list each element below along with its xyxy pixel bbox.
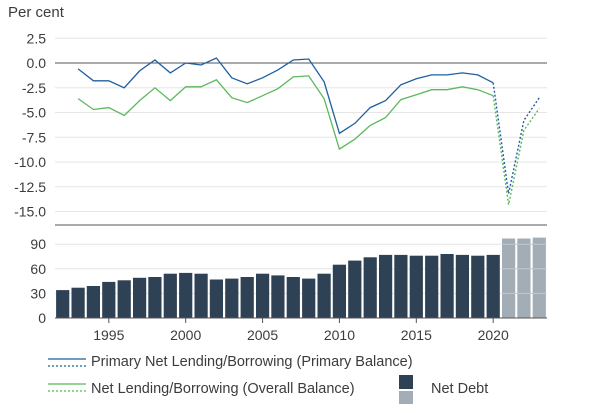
- x-tick-label: 2000: [170, 327, 201, 343]
- net-debt-bar: [394, 254, 408, 318]
- legend-label-net-debt: Net Debt: [431, 381, 488, 397]
- net-debt-bar: [117, 280, 131, 318]
- overall-balance-line: [77, 75, 494, 151]
- net-debt-bar: [286, 277, 300, 318]
- legend-label-overall-balance: Net Lending/Borrowing (Overall Balance): [91, 381, 355, 397]
- net-debt-bar: [486, 254, 500, 318]
- top-y-tick-label: -5.0: [22, 105, 46, 121]
- net-debt-bar: [363, 257, 377, 318]
- x-tick-label: 2020: [478, 327, 509, 343]
- top-y-tick-label: -15.0: [14, 204, 46, 220]
- net-debt-bar: [194, 273, 208, 318]
- primary-balance-line: [77, 57, 494, 135]
- net-debt-bar: [209, 279, 223, 318]
- net-debt-bar: [163, 273, 177, 318]
- net-debt-bar: [440, 254, 454, 318]
- x-tick-label: 1995: [93, 327, 124, 343]
- y-axis-label: Per cent: [8, 4, 65, 21]
- bottom-y-tick-label: 60: [30, 261, 46, 277]
- legend: Primary Net Lending/Borrowing (Primary B…: [48, 354, 488, 404]
- bottom-y-tick-label: 30: [30, 285, 46, 301]
- top-y-tick-label: -2.5: [22, 80, 46, 96]
- x-tick-label: 2005: [247, 327, 278, 343]
- top-y-tick-label: -7.5: [22, 129, 46, 145]
- legend-label-primary-balance: Primary Net Lending/Borrowing (Primary B…: [91, 354, 413, 370]
- net-debt-bar: [225, 278, 239, 318]
- net-debt-bar: [102, 281, 116, 318]
- bottom-y-tick-label: 90: [30, 236, 46, 252]
- top-y-tick-label: -12.5: [14, 179, 46, 195]
- top-panel-gridlines: [55, 37, 547, 212]
- net-debt-projection-bar: [517, 238, 531, 318]
- net-debt-bar: [240, 277, 254, 318]
- net-debt-bar: [425, 255, 439, 318]
- net-debt-projection-bar: [502, 238, 516, 318]
- net-debt-bar: [379, 254, 393, 318]
- primary-balance-projection-line: [492, 82, 540, 194]
- top-y-tick-label: 2.5: [27, 30, 47, 46]
- net-debt-bar: [471, 255, 485, 318]
- legend-swatch-net-debt: [399, 375, 413, 389]
- net-debt-bar: [71, 287, 85, 318]
- x-tick-label: 2015: [401, 327, 432, 343]
- bottom-y-tick-label: 0: [38, 310, 46, 326]
- net-debt-bars: [56, 237, 546, 318]
- net-debt-bar: [348, 260, 362, 318]
- x-tick-label: 2010: [324, 327, 355, 343]
- top-y-tick-label: -10.0: [14, 154, 46, 170]
- net-debt-bar: [271, 275, 285, 318]
- bottom-panel-y-ticks: 0 30 60 90: [30, 236, 46, 326]
- net-debt-bar: [133, 277, 147, 318]
- net-debt-bar: [86, 286, 100, 318]
- legend-swatch-net-debt-projection: [399, 391, 413, 404]
- net-debt-bar: [56, 290, 70, 318]
- net-debt-bar: [409, 255, 423, 318]
- net-debt-projection-bar: [532, 237, 546, 318]
- net-debt-bar: [148, 277, 162, 318]
- top-panel-y-ticks: 2.5 0.0 -2.5 -5.0 -7.5 -10.0 -12.5 -15.0: [14, 30, 46, 219]
- net-debt-bar: [332, 264, 346, 318]
- x-axis-ticks: 1995 2000 2005 2010 2015 2020: [93, 318, 509, 343]
- net-debt-bar: [455, 254, 469, 318]
- net-debt-bar: [302, 278, 316, 318]
- top-panel-series: [77, 57, 540, 205]
- net-debt-bar: [317, 273, 331, 318]
- top-y-tick-label: 0.0: [27, 55, 47, 71]
- net-debt-bar: [256, 273, 270, 318]
- net-debt-bar: [179, 272, 193, 318]
